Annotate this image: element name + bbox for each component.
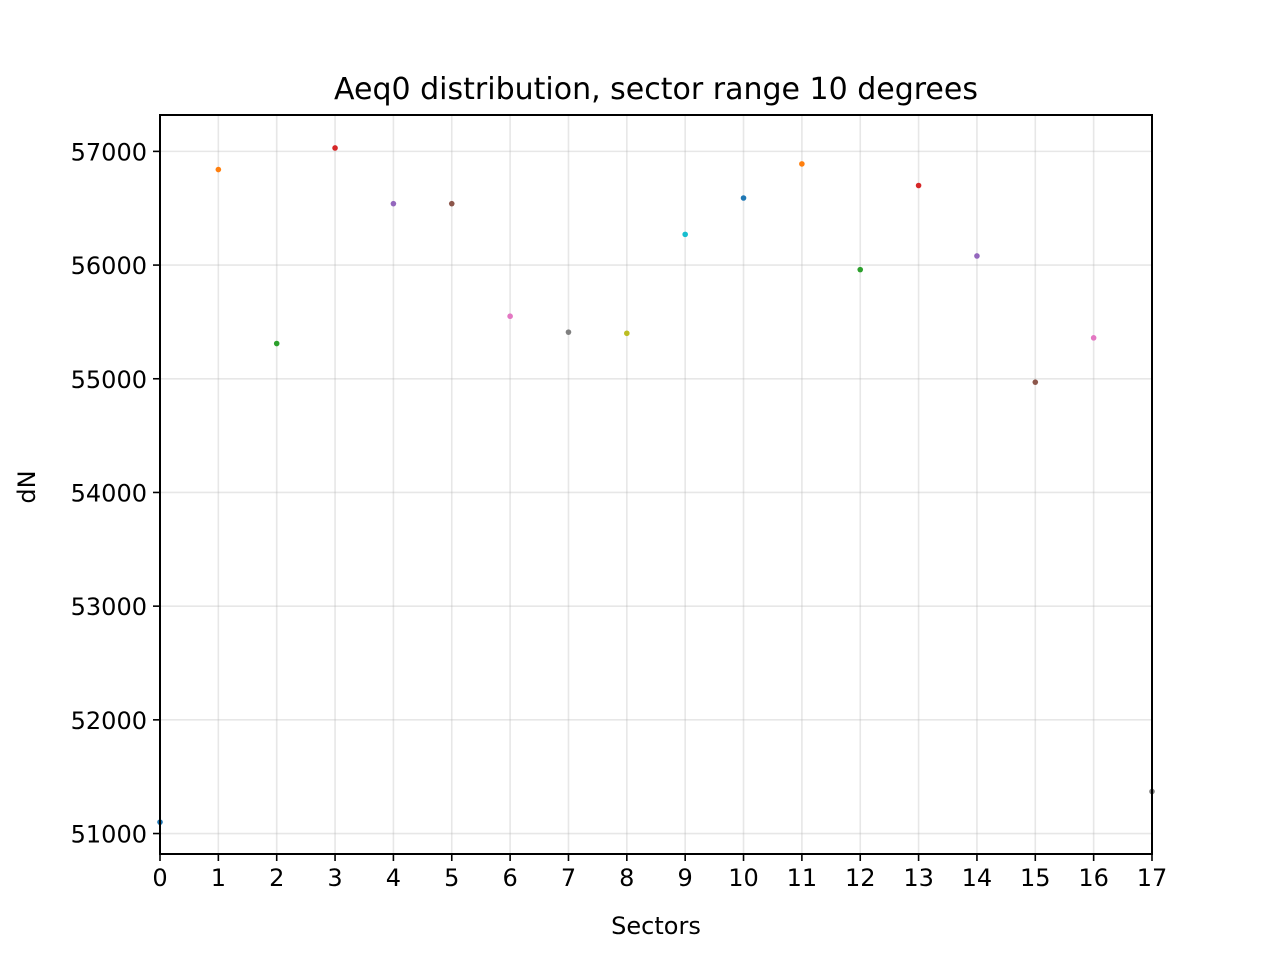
y-axis-label: dN — [13, 470, 41, 503]
x-tick-label: 11 — [787, 864, 818, 892]
data-point — [448, 200, 455, 207]
x-tick-label: 6 — [502, 864, 517, 892]
y-axis: 51000 52000 53000 54000 55000 56000 57000 — [71, 138, 160, 849]
data-point — [857, 266, 864, 273]
data-point — [799, 161, 805, 167]
x-tick-label: 12 — [845, 864, 876, 892]
x-tick-label: 13 — [903, 864, 934, 892]
chart-title: Aeq0 distribution, sector range 10 degre… — [334, 72, 978, 107]
y-tick-label: 52000 — [71, 707, 147, 735]
data-point — [215, 166, 222, 173]
x-tick-label: 4 — [386, 864, 401, 892]
x-tick-label: 0 — [152, 864, 167, 892]
data-point — [624, 330, 630, 337]
x-tick-label: 16 — [1078, 864, 1109, 892]
x-axis-label: Sectors — [611, 912, 701, 940]
data-points — [157, 145, 1155, 825]
data-point — [915, 182, 922, 189]
x-tick-label: 8 — [619, 864, 634, 892]
x-tick-label: 7 — [561, 864, 576, 892]
x-tick-label: 17 — [1137, 864, 1168, 892]
x-tick-label: 14 — [962, 864, 993, 892]
x-tick-label: 10 — [728, 864, 759, 892]
data-point — [273, 340, 280, 347]
y-tick-label: 53000 — [71, 593, 147, 621]
y-tick-label: 57000 — [71, 138, 147, 166]
y-tick-label: 54000 — [71, 479, 147, 507]
data-point — [332, 145, 338, 151]
x-tick-label: 2 — [269, 864, 284, 892]
data-point — [565, 329, 572, 335]
data-point — [1032, 379, 1039, 385]
data-point — [682, 231, 688, 238]
y-tick-label: 51000 — [71, 821, 147, 849]
x-tick-label: 1 — [211, 864, 226, 892]
data-point — [740, 195, 747, 201]
data-point — [1090, 335, 1097, 341]
y-tick-label: 55000 — [71, 366, 147, 394]
data-point — [974, 253, 980, 259]
axes-frame — [159, 114, 1153, 855]
x-tick-label: 3 — [327, 864, 342, 892]
x-tick-label: 15 — [1020, 864, 1051, 892]
data-point — [390, 200, 397, 207]
x-tick-label: 9 — [678, 864, 693, 892]
x-axis: 0 1 2 3 4 5 6 7 8 9 10 11 12 13 14 15 16 17 — [152, 854, 1167, 892]
data-point — [507, 313, 513, 320]
y-tick-label: 56000 — [71, 252, 147, 280]
x-tick-label: 5 — [444, 864, 459, 892]
